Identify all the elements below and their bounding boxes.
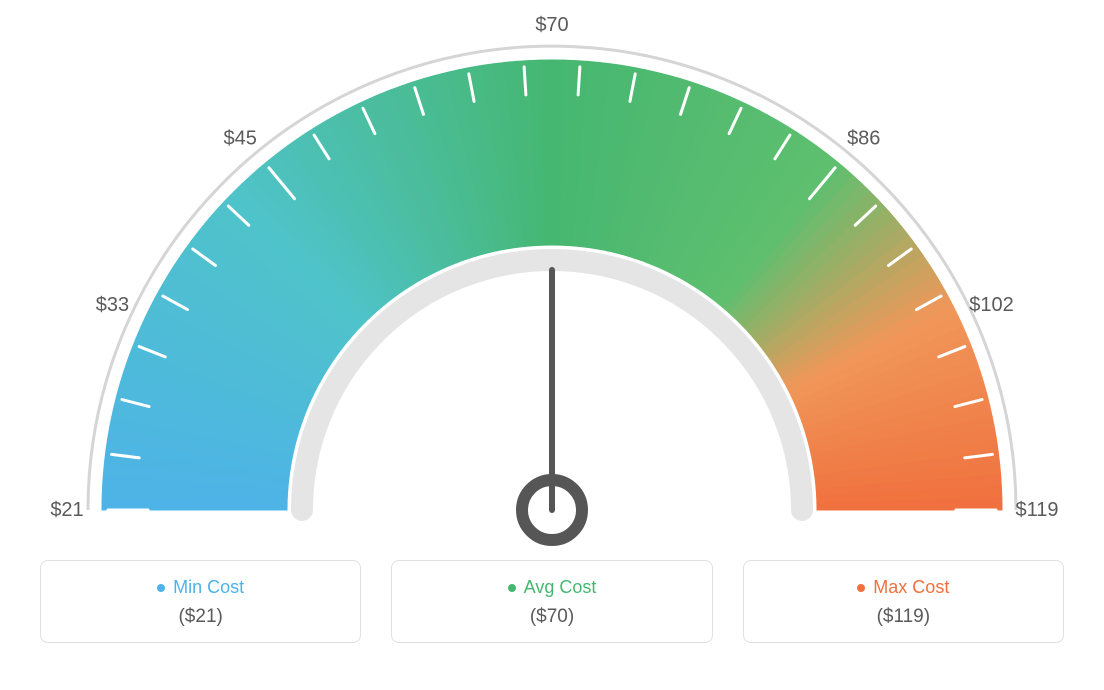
- legend-label-text: Min Cost: [173, 577, 244, 598]
- legend-label-text: Avg Cost: [524, 577, 597, 598]
- legend-item-avg: Avg Cost ($70): [391, 560, 712, 643]
- legend: Min Cost ($21) Avg Cost ($70) Max Cost (…: [0, 560, 1104, 643]
- legend-label-min: Min Cost: [157, 577, 244, 598]
- legend-value-avg: ($70): [392, 606, 711, 628]
- gauge-svg: $21 $33 $45 $70 $86 $102 $119: [0, 0, 1104, 560]
- svg-text:$45: $45: [224, 127, 257, 149]
- legend-label-text: Max Cost: [873, 577, 949, 598]
- svg-text:$70: $70: [535, 14, 568, 36]
- legend-item-min: Min Cost ($21): [40, 560, 361, 643]
- svg-text:$21: $21: [50, 499, 83, 521]
- gauge-chart: $21 $33 $45 $70 $86 $102 $119: [0, 0, 1104, 560]
- dot-icon: [857, 584, 865, 592]
- svg-text:$33: $33: [96, 294, 129, 316]
- dot-icon: [157, 584, 165, 592]
- svg-text:$102: $102: [969, 294, 1014, 316]
- legend-label-max: Max Cost: [857, 577, 949, 598]
- legend-label-avg: Avg Cost: [508, 577, 597, 598]
- svg-text:$86: $86: [847, 127, 880, 149]
- legend-value-max: ($119): [744, 606, 1063, 628]
- legend-value-min: ($21): [41, 606, 360, 628]
- svg-text:$119: $119: [1015, 499, 1058, 521]
- dot-icon: [508, 584, 516, 592]
- legend-item-max: Max Cost ($119): [743, 560, 1064, 643]
